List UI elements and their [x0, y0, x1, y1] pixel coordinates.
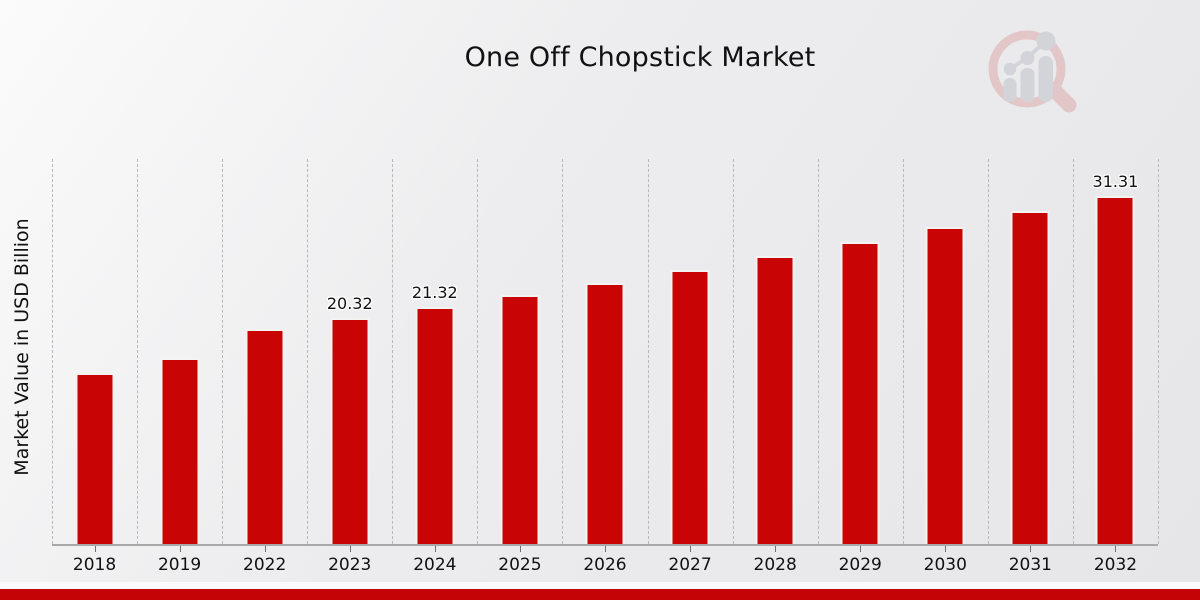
x-axis-label: 2026	[562, 546, 647, 586]
x-axis-label: 2025	[477, 546, 562, 586]
x-axis-label: 2030	[903, 546, 988, 586]
x-axis-label-text: 2028	[753, 555, 797, 575]
bar-2023	[330, 318, 370, 544]
x-axis-label-text: 2025	[498, 555, 542, 575]
x-axis-label-text: 2026	[583, 555, 627, 575]
x-axis-tick	[94, 546, 96, 552]
bar-slot	[477, 159, 562, 544]
bar-slot	[648, 159, 733, 544]
x-axis-label-text: 2024	[413, 555, 457, 575]
bar-slot	[52, 159, 137, 544]
chart-title-text: One Off Chopstick Market	[464, 42, 816, 73]
x-axis-label-text: 2023	[328, 555, 372, 575]
bar-value-label: 21.32	[411, 283, 458, 303]
gridline	[817, 159, 819, 544]
x-axis-tick	[434, 546, 436, 552]
x-axis-tick	[775, 546, 777, 552]
x-axis-label-text: 2031	[1008, 555, 1052, 575]
plot-area: 20.32 21.32 31.31	[52, 159, 1159, 546]
bar-slot	[733, 159, 818, 544]
x-axis-label: 2027	[648, 546, 733, 586]
x-axis-label-text: 2030	[923, 555, 967, 575]
x-axis-label-text: 2032	[1093, 555, 1138, 575]
x-axis-tick	[349, 546, 351, 552]
x-axis-label-text: 2019	[157, 555, 202, 575]
gridline	[137, 159, 139, 544]
x-axis-label: 2023	[307, 546, 392, 586]
bar-value-label: 20.32	[326, 294, 373, 314]
x-axis-label: 2029	[818, 546, 903, 586]
bar-slot	[818, 159, 903, 544]
x-axis-label-text: 2029	[838, 555, 882, 575]
gridline	[477, 159, 479, 544]
y-axis-label: Market Value in USD Billion	[11, 218, 33, 476]
x-axis-tick	[604, 546, 606, 552]
bar-2022	[245, 329, 285, 544]
x-axis-label: 2024	[392, 546, 477, 586]
bar-2024	[415, 307, 455, 544]
x-axis-label-text: 2027	[668, 555, 712, 575]
x-axis-label: 2028	[733, 546, 818, 586]
gridline	[392, 159, 394, 544]
gridline	[987, 159, 989, 544]
bar-2026	[585, 282, 625, 544]
bar-2031	[1010, 210, 1050, 544]
magnifier-bar-chart-logo-icon	[988, 30, 1077, 113]
x-axis-label: 2022	[222, 546, 307, 586]
x-axis-tick	[1115, 546, 1117, 552]
bar-slot	[988, 159, 1073, 544]
footer-red-strip	[0, 589, 1200, 600]
bar-2018	[75, 372, 115, 544]
bar-2030	[925, 226, 965, 544]
bar-slot	[903, 159, 988, 544]
x-axis-label-text: 2018	[72, 555, 117, 575]
bar-slot	[562, 159, 647, 544]
bar-2025	[500, 295, 540, 544]
gridline	[902, 159, 904, 544]
x-axis: 2018 2019 2022 2023 2024 2025 2026 2027 2028 2029…	[52, 546, 1158, 586]
gridline	[1072, 159, 1074, 544]
x-axis-tick	[1030, 546, 1032, 552]
bar-2032	[1095, 196, 1135, 544]
bar-2028	[755, 256, 795, 544]
bar-slot: 21.32	[392, 159, 477, 544]
bar-2029	[840, 241, 880, 544]
bar-2027	[670, 270, 710, 544]
x-axis-tick	[519, 546, 521, 552]
bar-slot: 31.31	[1073, 159, 1158, 544]
x-axis-tick	[945, 546, 947, 552]
x-axis-tick	[690, 546, 692, 552]
x-axis-tick	[860, 546, 862, 552]
gridline	[1158, 159, 1159, 544]
bar-slot: 20.32	[307, 159, 392, 544]
bar-2019	[160, 357, 200, 544]
x-axis-label: 2019	[137, 546, 222, 586]
gridline	[732, 159, 734, 544]
gridline	[562, 159, 564, 544]
bar-value-label: 31.31	[1092, 172, 1139, 192]
x-axis-label: 2031	[988, 546, 1073, 586]
gridline	[52, 159, 53, 544]
x-axis-label-text: 2022	[243, 555, 287, 575]
bar-slot	[222, 159, 307, 544]
footer-white-strip	[0, 582, 1200, 590]
gridline	[647, 159, 649, 544]
gridline	[222, 159, 224, 544]
bar-slot	[137, 159, 222, 544]
x-axis-tick	[264, 546, 266, 552]
page-title: One Off Chopstick Market	[0, 42, 1200, 73]
gridline	[307, 159, 309, 544]
x-axis-tick	[179, 546, 181, 552]
x-axis-label: 2018	[52, 546, 137, 586]
x-axis-label: 2032	[1073, 546, 1158, 586]
